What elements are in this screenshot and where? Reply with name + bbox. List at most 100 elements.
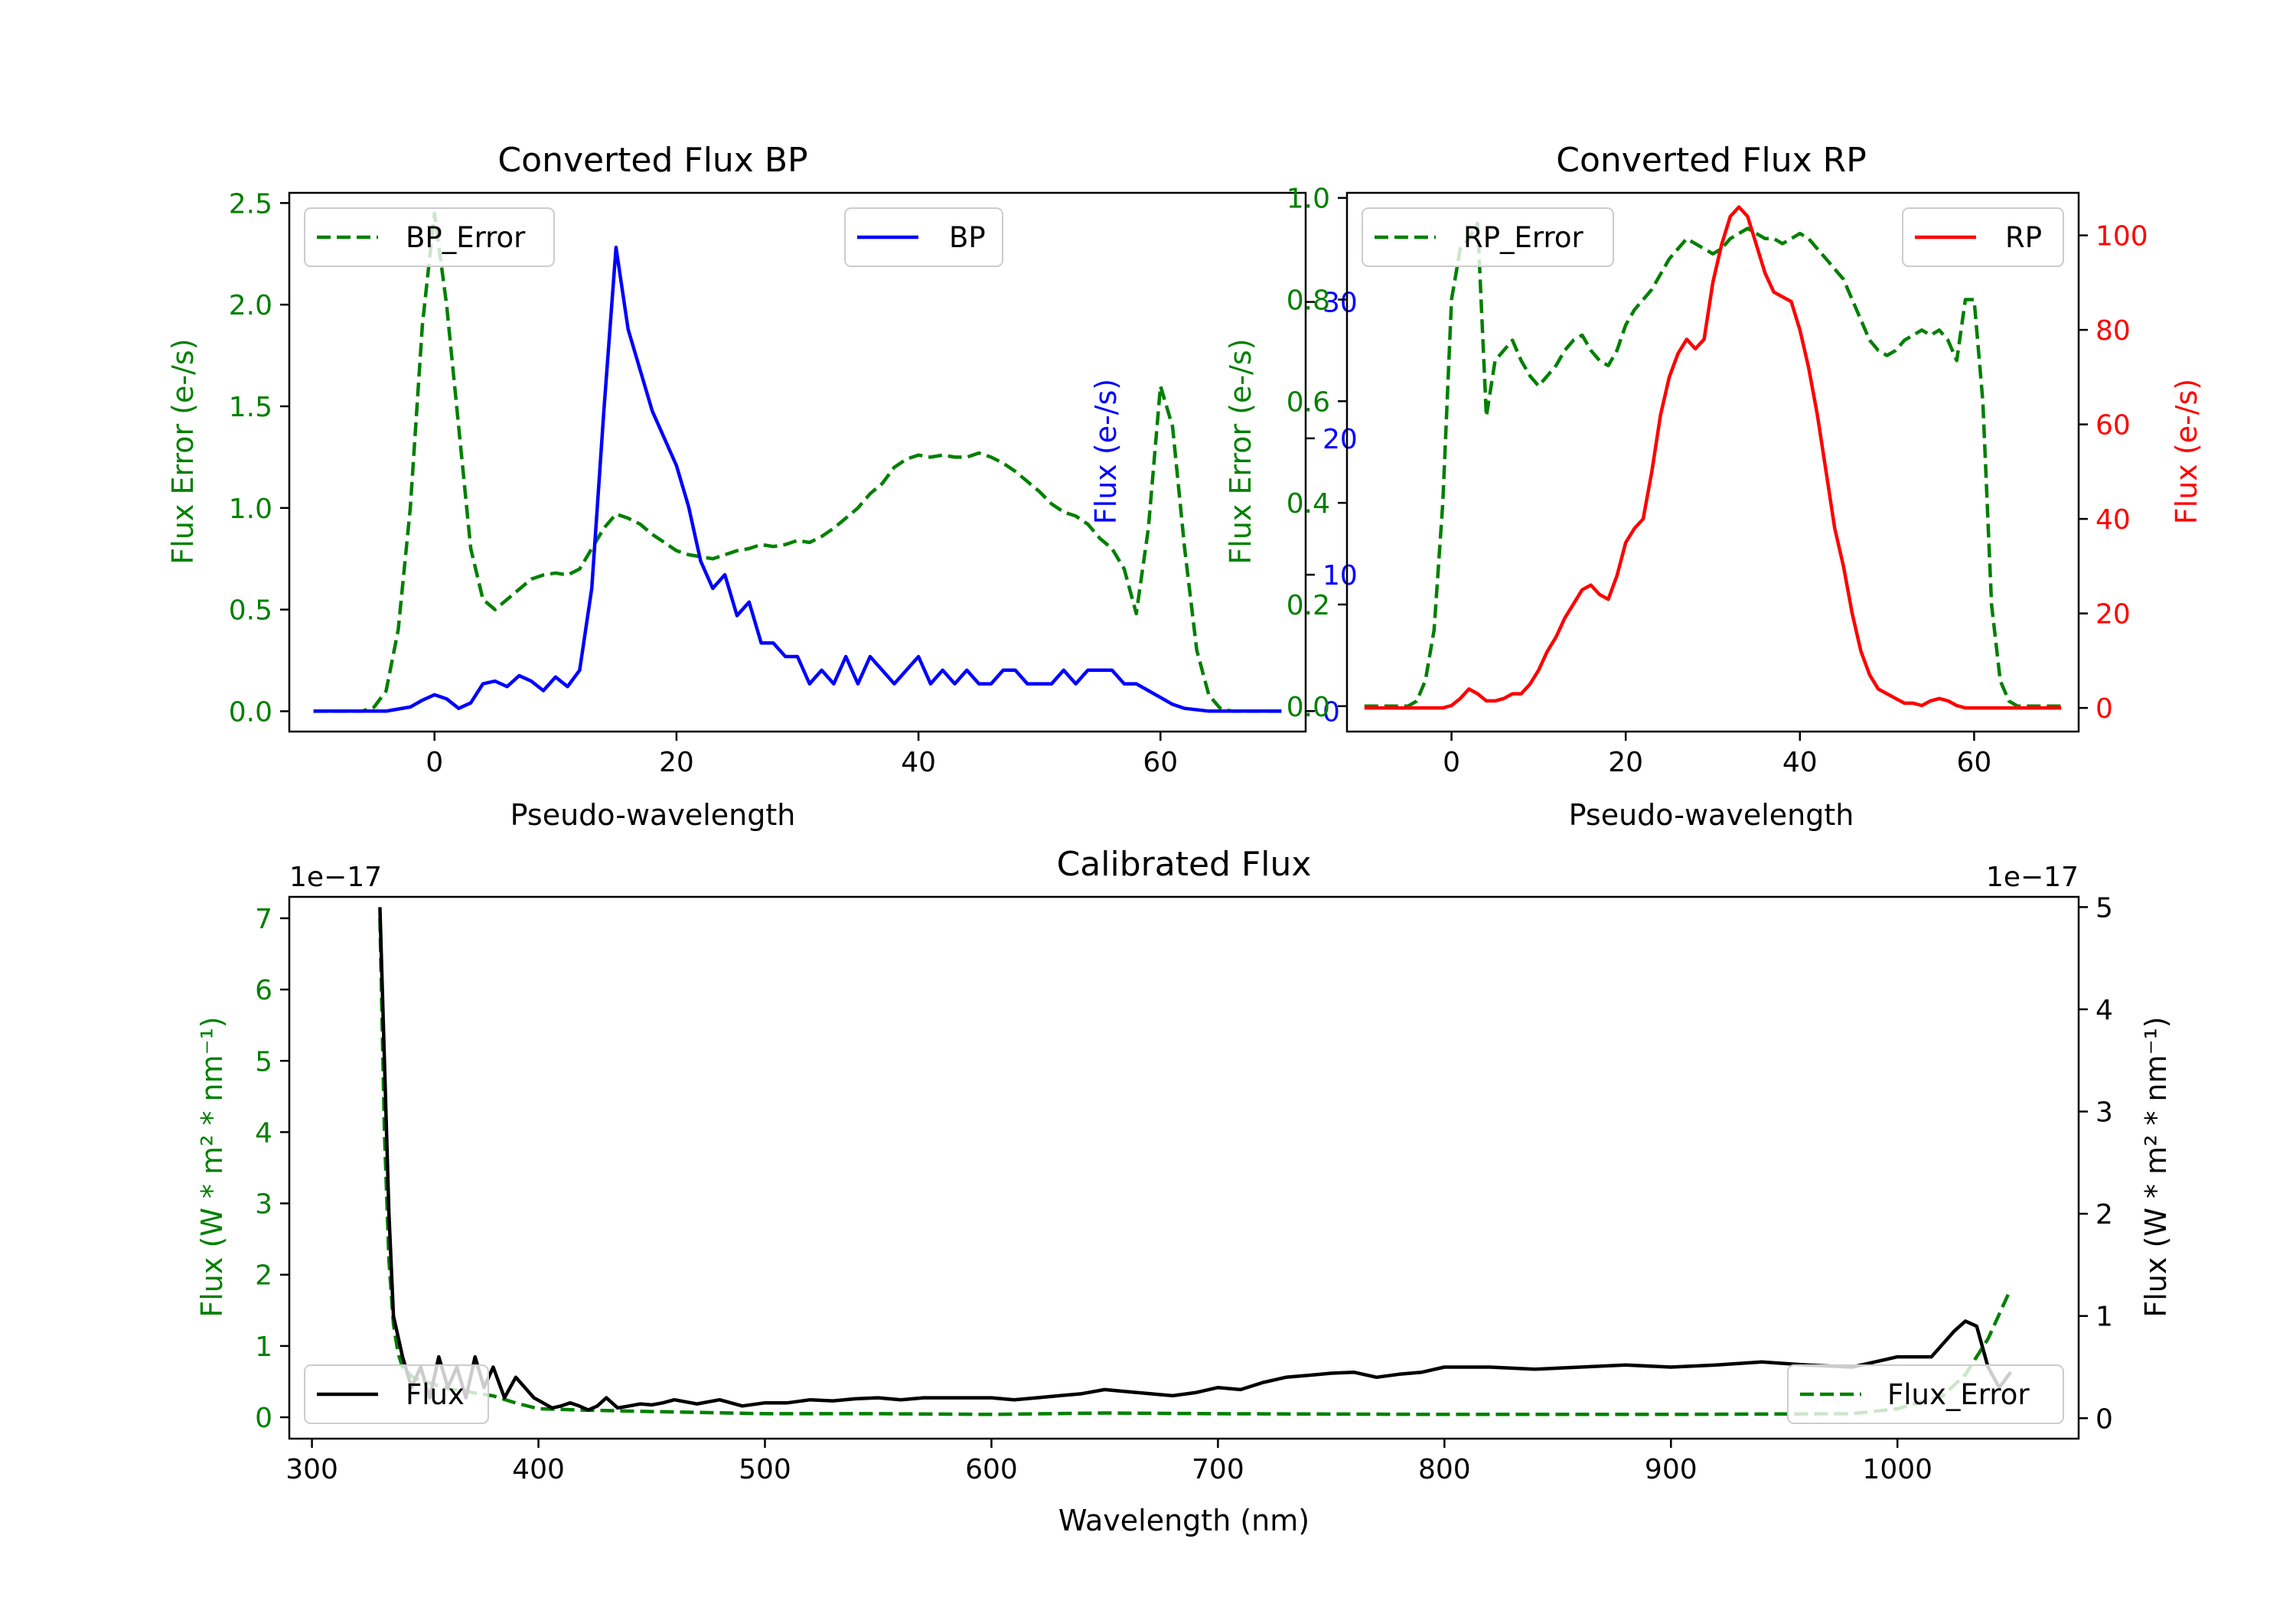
bp-legend-flux-box: [844, 207, 1003, 267]
rp-left-axis-ticks: 0.0 0.2 0.4 0.6 0.8 1.0: [1287, 184, 1347, 723]
bp-xtick-label: 40: [901, 747, 936, 778]
bp-ytick-right-label: 10: [1322, 560, 1358, 592]
bp-ytick-left-label: 1.5: [229, 392, 272, 423]
rp-title: Converted Flux RP: [1556, 141, 1867, 180]
cal-ylabel-left: Flux (W * m² * nm⁻¹): [195, 1016, 229, 1317]
rp-ytick-right-label: 100: [2095, 221, 2148, 253]
rp-ytick-left-label: 0.0: [1287, 692, 1330, 723]
cal-ytick-left-label: 4: [255, 1117, 272, 1149]
bp-ytick-left-label: 1.0: [229, 494, 272, 525]
cal-offset-left: 1e−17: [289, 862, 382, 893]
panel-converted-flux-rp: Converted Flux RP Pseudo-wavelength Flux…: [1224, 141, 2203, 832]
rp-ytick-left-label: 0.4: [1287, 488, 1330, 520]
cal-legend-flux: Flux: [304, 1364, 489, 1424]
cal-ytick-left-label: 1: [255, 1332, 272, 1363]
bp-xlabel: Pseudo-wavelength: [510, 798, 796, 832]
rp-legend-flux-label: RP: [2005, 221, 2042, 254]
cal-xtick-label: 900: [1645, 1454, 1698, 1485]
cal-ytick-right-label: 0: [2095, 1403, 2113, 1435]
panel-calibrated-flux: Calibrated Flux Wavelength (nm) Flux (W …: [195, 845, 2173, 1537]
rp-legend-flux-box: [1902, 207, 2064, 267]
bp-ylabel-right: Flux (e-/s): [1089, 379, 1123, 524]
bp-xtick-label: 0: [426, 747, 443, 778]
bp-legend-flux: BP: [844, 207, 1003, 267]
cal-ytick-right-label: 4: [2095, 995, 2113, 1026]
bp-ylabel-left: Flux Error (e-/s): [166, 338, 200, 564]
bp-ytick-left-label: 2.0: [229, 290, 272, 321]
cal-ytick-left-label: 6: [255, 975, 272, 1006]
bp-ytick-right-label: 30: [1322, 288, 1358, 319]
rp-ytick-left-label: 0.2: [1287, 590, 1330, 621]
rp-legend-flux: RP: [1902, 207, 2064, 267]
bp-title: Converted Flux BP: [497, 141, 807, 180]
cal-legend-flux-error-label: Flux_Error: [1887, 1378, 2030, 1411]
cal-right-axis-ticks: 0 1 2 3 4 5: [2079, 892, 2113, 1435]
rp-legend-error: RP_Error: [1362, 207, 1614, 267]
rp-ytick-right-label: 20: [2095, 599, 2131, 631]
rp-ytick-right-label: 0: [2095, 693, 2113, 725]
cal-legend-flux-error-box: [1787, 1364, 2064, 1424]
cal-xtick-label: 400: [512, 1454, 565, 1485]
cal-xtick-label: 300: [285, 1454, 338, 1485]
cal-ytick-left-label: 0: [255, 1403, 272, 1434]
cal-xtick-label: 500: [739, 1454, 791, 1485]
cal-ylabel-right: Flux (W * m² * nm⁻¹): [2139, 1016, 2173, 1317]
rp-ytick-right-label: 40: [2095, 504, 2131, 536]
cal-left-axis-ticks: 0 1 2 3 4 5 6 7: [255, 904, 289, 1434]
cal-ytick-left-label: 3: [255, 1189, 272, 1221]
rp-ytick-left-label: 1.0: [1287, 184, 1330, 215]
bp-xtick-label: 20: [659, 747, 694, 778]
cal-ytick-left-label: 5: [255, 1046, 272, 1077]
bp-ytick-left-label: 0.0: [229, 696, 272, 728]
cal-xtick-label: 1000: [1862, 1454, 1932, 1485]
rp-xtick-label: 60: [1957, 747, 1992, 778]
cal-ytick-right-label: 5: [2095, 892, 2113, 924]
cal-title: Calibrated Flux: [1057, 845, 1312, 884]
bp-right-axis-ticks: 0 10 20 30: [1306, 288, 1358, 728]
rp-ytick-right-label: 80: [2095, 315, 2131, 347]
cal-xtick-label: 800: [1418, 1454, 1471, 1485]
cal-ytick-right-label: 1: [2095, 1302, 2113, 1333]
rp-ytick-right-label: 60: [2095, 410, 2131, 442]
rp-error-series-line: [1364, 221, 2062, 709]
cal-ytick-left-label: 2: [255, 1260, 272, 1292]
bp-ytick-left-label: 0.5: [229, 595, 272, 627]
cal-ytick-left-label: 7: [255, 904, 272, 935]
rp-legend-error-label: RP_Error: [1463, 221, 1583, 254]
rp-ylabel-left: Flux Error (e-/s): [1224, 338, 1257, 564]
cal-x-axis-ticks: 300 400 500 600 700 800 900 1000: [285, 1439, 1932, 1485]
rp-ytick-left-label: 0.6: [1287, 386, 1330, 418]
cal-xtick-label: 600: [965, 1454, 1018, 1485]
cal-legend-flux-label: Flux: [406, 1378, 465, 1411]
rp-axes-frame: [1345, 191, 2080, 733]
rp-flux-series-line: [1364, 205, 2062, 710]
rp-legend-error-box: [1362, 207, 1614, 267]
cal-ytick-right-label: 2: [2095, 1199, 2113, 1231]
rp-xtick-label: 40: [1782, 747, 1818, 778]
rp-xlabel: Pseudo-wavelength: [1569, 798, 1854, 832]
bp-x-axis-ticks: 0 20 40 60: [426, 732, 1178, 778]
bp-legend-error-label: BP_Error: [406, 221, 526, 254]
cal-legend-flux-box: [304, 1364, 489, 1424]
bp-legend-flux-label: BP: [949, 221, 986, 254]
panel-converted-flux-bp: Converted Flux BP Pseudo-wavelength Flux…: [166, 141, 1358, 832]
bp-legend-error-box: [304, 207, 555, 267]
cal-ytick-right-label: 3: [2095, 1097, 2113, 1129]
bp-xtick-label: 60: [1143, 747, 1178, 778]
rp-ytick-left-label: 0.8: [1287, 285, 1330, 316]
rp-xtick-label: 20: [1608, 747, 1643, 778]
cal-offset-right: 1e−17: [1986, 862, 2079, 893]
bp-axes-frame: [288, 191, 1307, 733]
cal-axes-frame: [288, 895, 2080, 1440]
bp-ytick-right-label: 20: [1322, 424, 1358, 455]
cal-xlabel: Wavelength (nm): [1058, 1504, 1309, 1537]
bp-flux-series-line: [313, 246, 1282, 713]
bp-left-axis-ticks: 0.0 0.5 1.0 1.5 2.0 2.5: [229, 188, 289, 728]
bp-ytick-left-label: 2.5: [229, 188, 272, 220]
rp-x-axis-ticks: 0 20 40 60: [1443, 732, 1991, 778]
rp-xtick-label: 0: [1443, 747, 1460, 778]
cal-xtick-label: 700: [1192, 1454, 1244, 1485]
rp-right-axis-ticks: 0 20 40 60 80 100: [2079, 221, 2148, 725]
